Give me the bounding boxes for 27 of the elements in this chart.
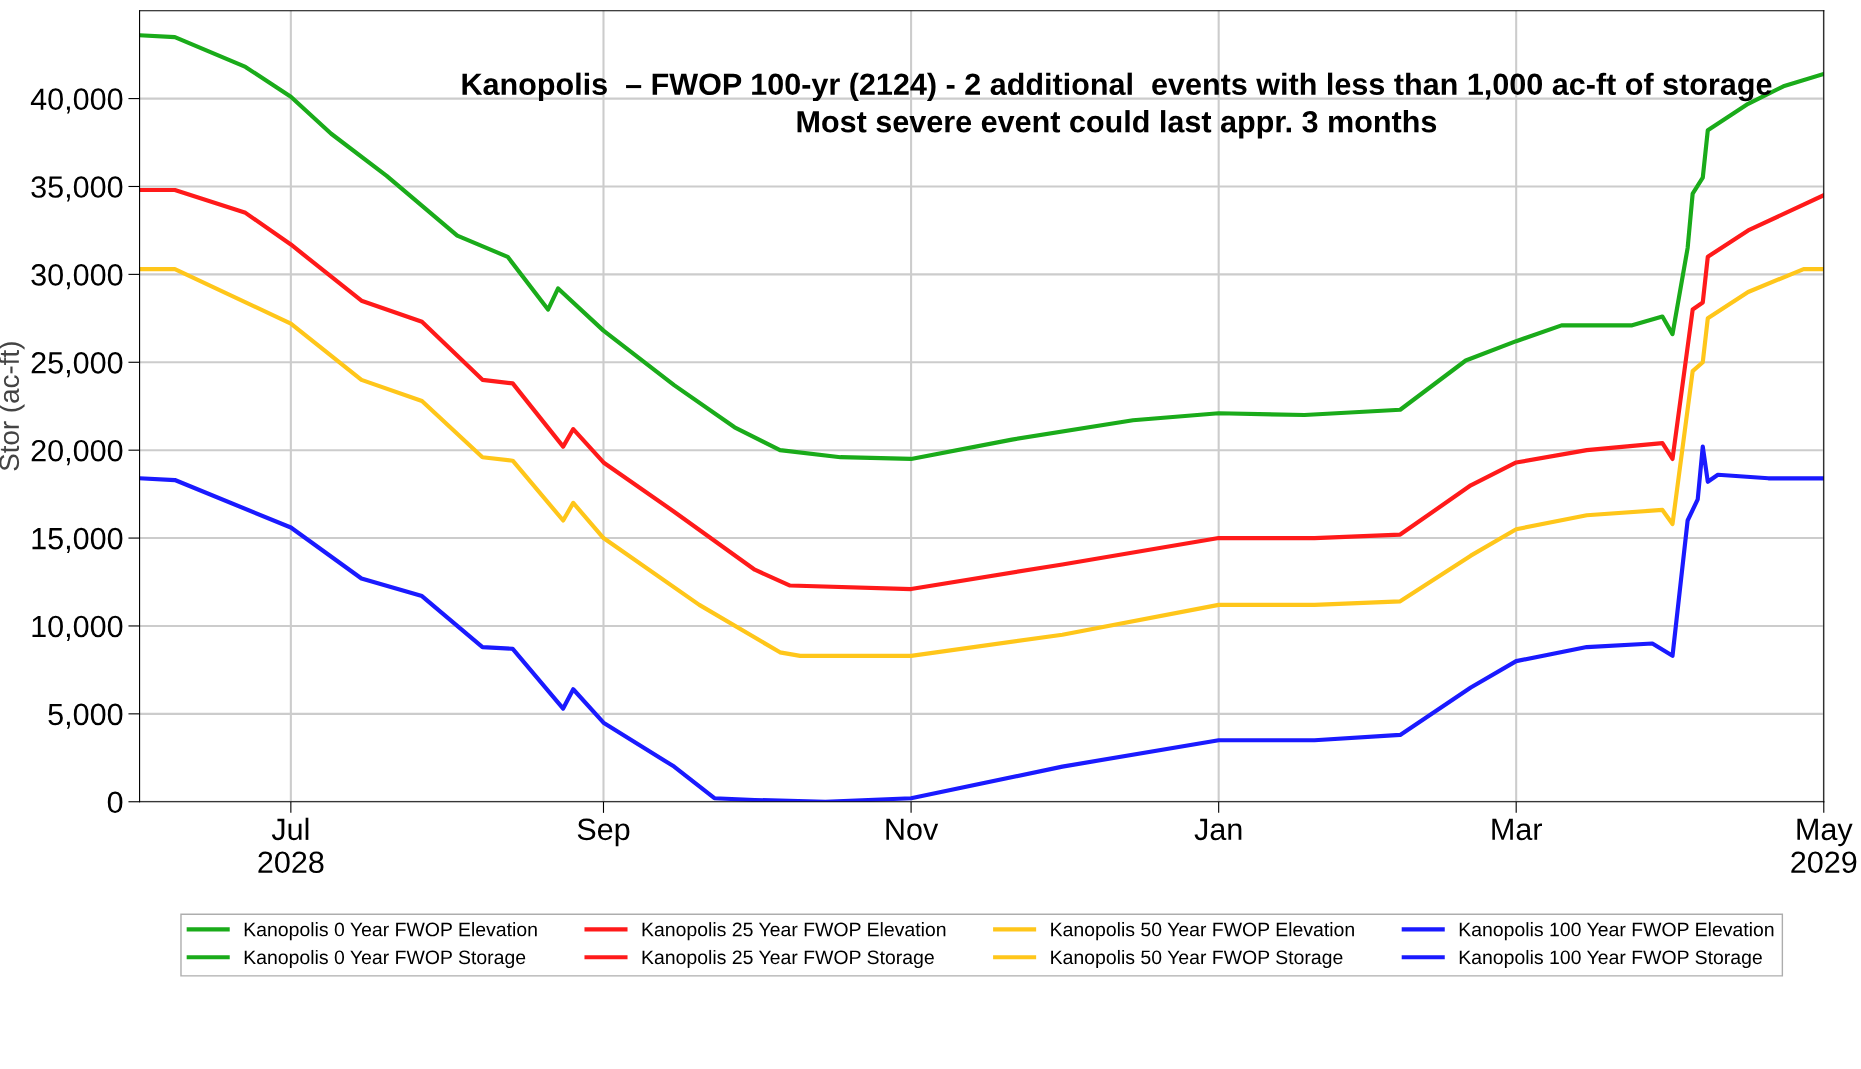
y-tick-label: 25,000	[31, 352, 123, 378]
y-tick-label: 15,000	[32, 527, 123, 554]
line-series	[139, 267, 1824, 658]
y-tick-label: 40,000	[30, 88, 123, 114]
legend-label: Kanopolis 0 Year FWOP Elevation	[244, 922, 537, 941]
legend-label: Kanopolis 0 Year FWOP Storage	[244, 949, 526, 969]
x-tick-label: Mar	[1492, 818, 1542, 841]
legend-label: Kanopolis 100 Year FWOP Storage	[1459, 949, 1762, 969]
annotation: Kanopolis – FWOP 100-yr (2124) - 2 additional events with less than 1,000 ac-ft of storage Most severe event could last appr. 3 months	[462, 72, 1772, 139]
x-tick-label: May 2029	[1791, 818, 1857, 874]
legend-label: Kanopolis 25 Year FWOP Elevation	[642, 922, 946, 941]
legend-label: Kanopolis 25 Year FWOP Storage	[642, 949, 934, 969]
y-tick-label: 30,000	[31, 264, 123, 290]
line-series	[139, 187, 1824, 592]
legend-label: Kanopolis 50 Year FWOP Storage	[1051, 949, 1343, 969]
legend-label: Kanopolis 50 Year FWOP Elevation	[1051, 922, 1354, 941]
legend-label: Kanopolis 100 Year FWOP Elevation	[1459, 922, 1774, 941]
x-tick-label: Jan	[1194, 818, 1242, 841]
y-tick-label: 5,000	[48, 703, 123, 729]
x-tick-label: Nov	[886, 818, 939, 841]
x-tick-label: Jul 2028	[258, 817, 324, 874]
x-tick-label: Sep	[577, 818, 630, 847]
y-tick-label: 20,000	[31, 439, 123, 466]
y-tick-label: 0	[107, 791, 123, 814]
y-tick-label: 35,000	[31, 176, 123, 202]
line-series	[139, 33, 1824, 462]
y-tick-label: 10,000	[32, 615, 123, 641]
